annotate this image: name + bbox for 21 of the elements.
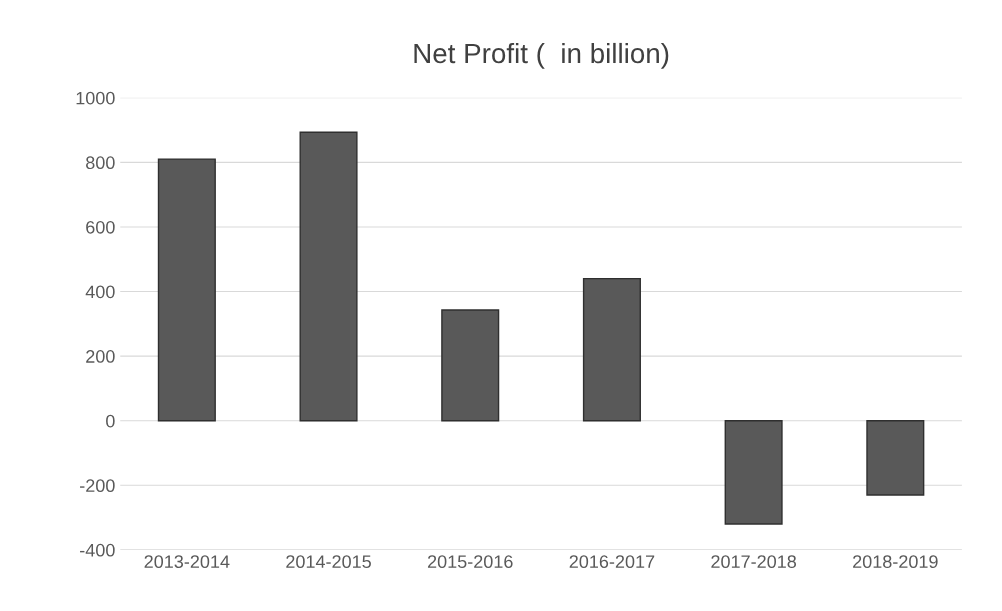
y-tick-label: 200 xyxy=(86,350,115,363)
y-tick-label: 0 xyxy=(106,414,115,428)
x-tick-label: 2014-2015 xyxy=(286,555,371,569)
y-tick-label: -400 xyxy=(80,543,115,557)
chart-title: Net Profit ( in billion) xyxy=(414,42,669,69)
x-tick-label: 2015-2016 xyxy=(427,555,513,569)
y-tick-label: 600 xyxy=(86,220,115,234)
bar xyxy=(724,420,783,525)
x-tick-label: 2018-2019 xyxy=(853,555,938,569)
bar xyxy=(299,131,358,422)
x-tick-label: 2013-2014 xyxy=(144,555,230,569)
x-tick-label: 2017-2018 xyxy=(711,555,797,569)
y-tick-label: 400 xyxy=(85,285,115,299)
bar xyxy=(157,158,216,422)
bar xyxy=(866,420,925,496)
y-tick-label: 800 xyxy=(86,156,115,170)
bar xyxy=(582,277,641,422)
x-tick-label: 2016-2017 xyxy=(569,555,655,569)
y-tick-label: 1000 xyxy=(76,91,115,105)
y-tick-label: -200 xyxy=(80,479,115,493)
bar xyxy=(441,309,500,422)
